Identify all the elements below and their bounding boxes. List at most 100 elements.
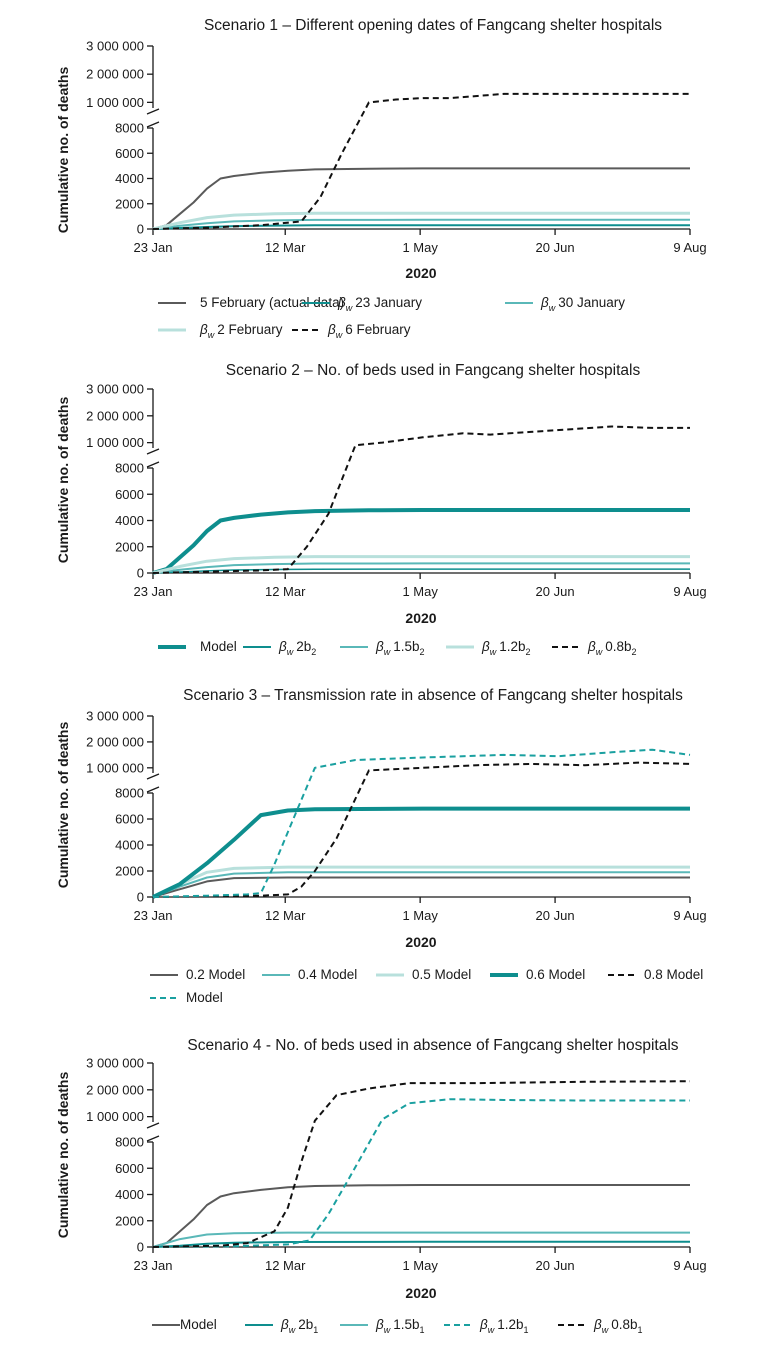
y-axis-label: Cumulative no. of deaths: [55, 67, 71, 234]
series-line-4: [152, 555, 690, 575]
x-axis-label: 2020: [405, 610, 436, 626]
y-tick-label: 4000: [115, 838, 144, 853]
y-tick-label: 3 000 000: [86, 709, 144, 724]
y-tick-label: 8000: [115, 1135, 144, 1150]
x-tick-label: 23 Jan: [133, 584, 172, 599]
y-tick-label: 6000: [115, 487, 144, 502]
y-tick-label: 2 000 000: [86, 67, 144, 82]
x-axis-label: 2020: [405, 934, 436, 950]
series-line-5: [152, 761, 691, 898]
y-tick-label: 3 000 000: [86, 1056, 144, 1071]
legend-label-4: 0.6 Model: [526, 967, 585, 982]
legend-label-1: 0.2 Model: [186, 967, 245, 982]
y-tick-label: 3 000 000: [86, 39, 144, 54]
x-tick-label: 1 May: [402, 908, 438, 923]
legend-label-5: βw 0.8b1: [593, 1317, 643, 1335]
y-tick-label: 0: [137, 890, 144, 905]
y-tick-label: 2000: [115, 864, 144, 879]
legend-label-2: 0.4 Model: [298, 967, 357, 982]
y-axis-label: Cumulative no. of deaths: [55, 397, 71, 564]
y-tick-label: 3 000 000: [86, 382, 144, 397]
series-line-1: [152, 876, 690, 898]
legend-label-4: βw 1.2b2: [481, 639, 531, 657]
y-tick-label: 6000: [115, 1161, 144, 1176]
x-tick-label: 9 Aug: [673, 584, 706, 599]
y-tick-label: 4000: [115, 513, 144, 528]
x-tick-label: 20 Jun: [536, 240, 575, 255]
x-tick-label: 20 Jun: [536, 1258, 575, 1273]
y-tick-label: 2 000 000: [86, 408, 144, 423]
x-tick-label: 1 May: [402, 240, 438, 255]
x-tick-label: 9 Aug: [673, 908, 706, 923]
series-line-3: [152, 562, 690, 574]
series-line-5: [152, 92, 690, 230]
y-axis-label: Cumulative no. of deaths: [55, 1072, 71, 1239]
chart-title: Scenario 2 – No. of beds used in Fangcan…: [226, 362, 641, 379]
chart-title: Scenario 4 - No. of beds used in absence…: [187, 1037, 678, 1054]
axis-break-mark: [146, 773, 160, 793]
legend-label-1: 5 February (actual data): [200, 295, 344, 310]
x-axis-label: 2020: [405, 1285, 436, 1301]
y-axis-label: Cumulative no. of deaths: [55, 722, 71, 889]
x-tick-label: 1 May: [402, 1258, 438, 1273]
x-tick-label: 9 Aug: [673, 240, 706, 255]
legend-label-4: βw 2 February: [199, 322, 283, 340]
series-line-3: [152, 1231, 690, 1248]
legend-label-1: Model: [200, 639, 237, 654]
y-tick-label: 1 000 000: [86, 435, 144, 450]
y-tick-label: 0: [137, 1240, 144, 1255]
series-line-2: [152, 1240, 690, 1248]
legend-label-2: βw 2b1: [280, 1317, 318, 1335]
legend-label-3: βw 1.5b1: [375, 1317, 425, 1335]
x-tick-label: 20 Jun: [536, 584, 575, 599]
y-tick-label: 1 000 000: [86, 95, 144, 110]
legend-label-5: 0.8 Model: [644, 967, 703, 982]
legend-label-6: Model: [186, 990, 223, 1005]
y-tick-label: 6000: [115, 146, 144, 161]
y-tick-label: 2000: [115, 539, 144, 554]
y-tick-label: 2000: [115, 1213, 144, 1228]
y-tick-label: 8000: [115, 786, 144, 801]
x-tick-label: 1 May: [402, 584, 438, 599]
y-tick-label: 1 000 000: [86, 760, 144, 775]
legend-label-3: βw 1.5b2: [375, 639, 425, 657]
y-tick-label: 4000: [115, 1187, 144, 1202]
series-line-4: [152, 211, 690, 231]
x-tick-label: 23 Jan: [133, 908, 172, 923]
y-tick-label: 8000: [115, 461, 144, 476]
axis-break-mark: [146, 1122, 160, 1142]
series-line-3: [152, 218, 690, 230]
y-tick-label: 2 000 000: [86, 1082, 144, 1097]
series-line-1: [152, 1184, 690, 1248]
x-tick-label: 12 Mar: [265, 584, 306, 599]
chart-title: Scenario 3 – Transmission rate in absenc…: [183, 687, 683, 704]
x-tick-label: 23 Jan: [133, 1258, 172, 1273]
axis-break-mark: [146, 108, 160, 128]
x-tick-label: 23 Jan: [133, 240, 172, 255]
series-line-2: [152, 224, 690, 230]
x-tick-label: 12 Mar: [265, 908, 306, 923]
y-tick-label: 6000: [115, 812, 144, 827]
chart-panel-3: Scenario 3 – Transmission rate in absenc…: [55, 687, 707, 1005]
y-tick-label: 1 000 000: [86, 1109, 144, 1124]
legend-label-4: βw 1.2b1: [479, 1317, 529, 1335]
chart-panel-2: Scenario 2 – No. of beds used in Fangcan…: [55, 362, 707, 657]
legend-label-3: 0.5 Model: [412, 967, 471, 982]
series-line-1: [152, 167, 690, 230]
chart-panel-1: Scenario 1 – Different opening dates of …: [55, 17, 707, 340]
legend-label-2: βw 2b2: [278, 639, 316, 657]
legend-label-3: βw 30 January: [540, 295, 625, 313]
y-tick-label: 2000: [115, 196, 144, 211]
x-tick-label: 12 Mar: [265, 240, 306, 255]
series-line-6: [152, 748, 691, 898]
axis-break-mark: [146, 448, 160, 468]
legend-label-5: βw 6 February: [327, 322, 411, 340]
x-tick-label: 20 Jun: [536, 908, 575, 923]
y-tick-label: 0: [137, 222, 144, 237]
x-axis-label: 2020: [405, 265, 436, 281]
series-line-5: [152, 1080, 691, 1248]
chart-panel-4: Scenario 4 - No. of beds used in absence…: [55, 1037, 707, 1335]
series-line-1: [152, 508, 690, 575]
legend-label-2: βw 23 January: [337, 295, 422, 313]
